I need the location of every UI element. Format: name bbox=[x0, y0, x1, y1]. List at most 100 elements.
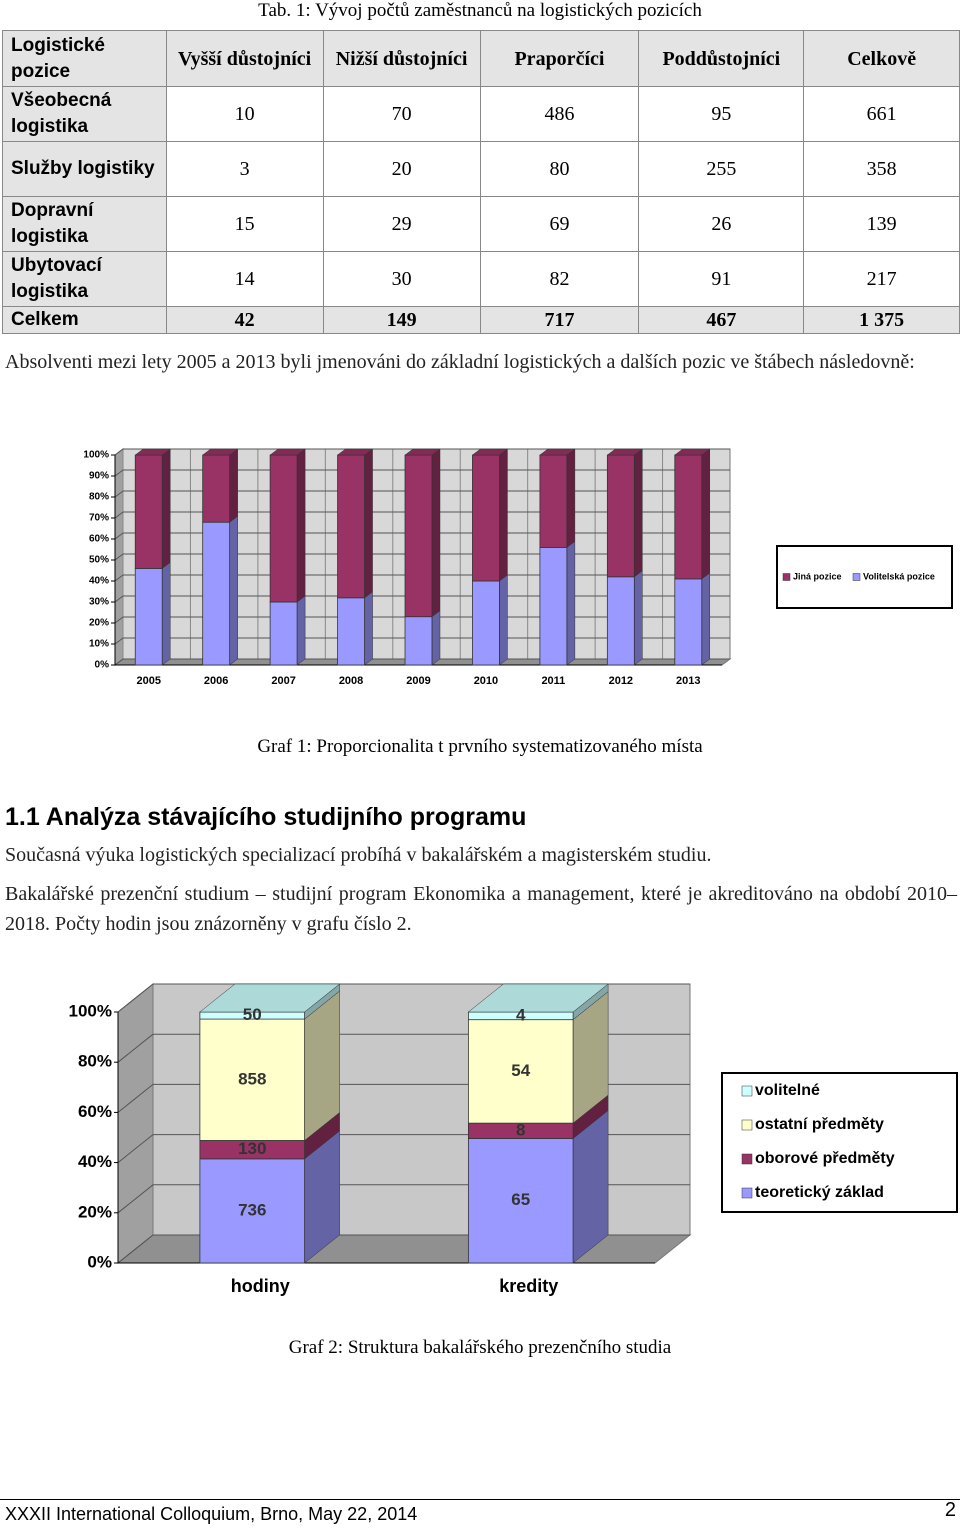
grid-line-side bbox=[114, 511, 124, 519]
y-tick-label: 80% bbox=[78, 1052, 112, 1071]
y-tick-label: 0% bbox=[87, 1252, 112, 1271]
table-caption: Tab. 1: Vývoj počtů zaměstnanců na logis… bbox=[258, 0, 702, 21]
bar-side bbox=[161, 561, 171, 666]
table-row: Všeobecná logistika 10 70 486 95 661 bbox=[2, 86, 960, 142]
data-label: 8 bbox=[516, 1120, 525, 1139]
legend-swatch bbox=[741, 1153, 753, 1165]
chart-caption: Graf 1: Proporcionalita t prvního system… bbox=[257, 736, 703, 757]
table-cell: 217 bbox=[803, 251, 960, 307]
table: Logistické pozice Vyšší důstojníci Nižší d… bbox=[2, 30, 960, 334]
bar bbox=[539, 547, 568, 666]
bar-side bbox=[499, 574, 508, 666]
bar-top bbox=[269, 448, 306, 456]
bar bbox=[472, 454, 500, 582]
bar-side bbox=[634, 570, 643, 666]
legend-box bbox=[776, 545, 953, 609]
bar-top bbox=[134, 448, 171, 456]
legend-label: Jiná pozice bbox=[793, 571, 842, 581]
bar bbox=[202, 521, 231, 666]
bar-side bbox=[364, 448, 373, 599]
paragraph: Absolventi mezi lety 2005 a 2013 byli jm… bbox=[5, 351, 915, 373]
bar bbox=[269, 601, 298, 666]
table-cell: 30 bbox=[322, 251, 481, 307]
chart: 0% 20% 40% 60% 80% 100% 736 130 858 50 hodiny 65 8 54… bbox=[69, 982, 958, 1296]
data-label: 858 bbox=[238, 1069, 266, 1088]
bar-side bbox=[296, 448, 306, 603]
grid-line-side bbox=[114, 448, 124, 456]
bar bbox=[467, 1019, 574, 1124]
y-tick-label: 80% bbox=[89, 492, 109, 503]
bar-top bbox=[201, 448, 239, 456]
table-cell: 95 bbox=[638, 86, 805, 142]
table-cell: 82 bbox=[479, 251, 640, 307]
table-cell: 467 bbox=[638, 306, 805, 334]
bar-side bbox=[296, 595, 306, 666]
y-tick-label: 100% bbox=[83, 450, 109, 461]
bar-side bbox=[364, 591, 373, 666]
legend-swatch bbox=[852, 573, 861, 581]
table-cell: 42 bbox=[165, 306, 324, 334]
bar-top bbox=[467, 983, 609, 1013]
bar-top bbox=[336, 448, 374, 456]
y-tick-label: 40% bbox=[89, 576, 109, 587]
table-cell: Všeobecná logistika bbox=[2, 86, 167, 142]
bar bbox=[606, 576, 635, 666]
data-label: 54 bbox=[511, 1061, 530, 1080]
bar-side bbox=[566, 540, 576, 666]
grid-line-side bbox=[114, 595, 124, 603]
table-cell: 14 bbox=[165, 251, 324, 307]
table-cell: 15 bbox=[165, 196, 324, 252]
x-tick-label: 2011 bbox=[541, 675, 565, 687]
legend-swatch bbox=[741, 1187, 753, 1199]
bar bbox=[674, 578, 703, 666]
bar bbox=[199, 1158, 306, 1264]
y-tick-label: 0% bbox=[95, 660, 110, 671]
chart: 0% 10% 20% 30% 40% 50% 60% 70% 80% 90% 100% 2005 200… bbox=[83, 448, 953, 687]
table-cell: 26 bbox=[638, 196, 805, 252]
bar-side bbox=[566, 448, 576, 548]
y-tick-label: 90% bbox=[89, 471, 109, 482]
x-tick-label: 2010 bbox=[474, 675, 498, 687]
grid-line-side bbox=[114, 553, 124, 561]
bar bbox=[202, 454, 231, 523]
legend-label: Volitelská pozice bbox=[863, 571, 935, 581]
bar-side bbox=[161, 448, 171, 569]
bar-side bbox=[634, 448, 643, 578]
table-cell: 80 bbox=[479, 141, 640, 197]
y-tick-label: 10% bbox=[89, 639, 109, 650]
bar bbox=[472, 580, 500, 666]
table-cell: Celkově bbox=[803, 30, 960, 87]
bar-top bbox=[674, 448, 711, 456]
x-tick-label: 2012 bbox=[609, 675, 633, 687]
bar-top bbox=[539, 448, 576, 456]
grid-line-side bbox=[117, 1234, 154, 1264]
grid-line-side bbox=[114, 469, 124, 477]
bar-side bbox=[431, 610, 441, 666]
legend-label: ostatní předměty bbox=[755, 1116, 884, 1133]
paragraph: Bakalářské prezenční studium – studijní … bbox=[5, 883, 957, 935]
table-cell: Logistické pozice bbox=[2, 30, 167, 87]
legend-label: oborové předměty bbox=[755, 1150, 895, 1167]
table-cell: 139 bbox=[803, 196, 960, 252]
grid-line-side bbox=[117, 1184, 154, 1214]
grid-line-side bbox=[114, 658, 124, 666]
legend-swatch bbox=[741, 1085, 753, 1097]
bar bbox=[199, 1018, 306, 1141]
side-wall bbox=[117, 982, 154, 1265]
data-label: 736 bbox=[238, 1200, 266, 1219]
grid-line-side bbox=[117, 1134, 154, 1163]
table-cell: Ubytovací logistika bbox=[2, 251, 167, 307]
bar bbox=[606, 454, 635, 578]
legend-label: teoretický základ bbox=[755, 1184, 884, 1201]
legend-swatch bbox=[782, 573, 791, 581]
y-tick-label: 40% bbox=[78, 1152, 112, 1171]
x-tick-label: 2005 bbox=[136, 675, 160, 687]
table-cell: Dopravní logistika bbox=[2, 196, 167, 252]
y-tick-label: 60% bbox=[78, 1102, 112, 1121]
y-tick-label: 20% bbox=[78, 1202, 112, 1221]
table-cell: 3 bbox=[165, 141, 324, 197]
legend-swatch bbox=[741, 1119, 753, 1131]
grid-line-side bbox=[114, 574, 124, 582]
grid-line-side bbox=[117, 1033, 154, 1063]
